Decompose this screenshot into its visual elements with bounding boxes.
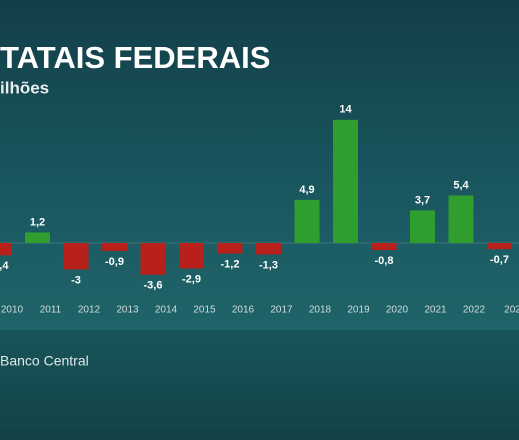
- value-label: -2,9: [182, 273, 201, 285]
- value-label: -3,6: [144, 280, 163, 292]
- value-label: 14: [339, 104, 352, 116]
- value-label: 4,9: [299, 184, 314, 196]
- x-tick-label: 2022: [463, 305, 486, 316]
- bar: [371, 243, 397, 251]
- value-label: -1,4: [0, 260, 9, 272]
- x-tick-label: 2012: [78, 305, 101, 316]
- bar: [217, 243, 243, 254]
- chart-subtitle: ilhões: [0, 78, 49, 97]
- bar: [410, 210, 435, 243]
- value-label: 5,4: [453, 179, 469, 191]
- x-tick-label: 2011: [40, 305, 62, 316]
- floor: [0, 330, 519, 440]
- x-tick-label: 2019: [347, 305, 370, 316]
- value-label: -0,8: [375, 255, 394, 267]
- bar: [102, 243, 127, 251]
- x-tick-label: 2014: [155, 305, 178, 316]
- x-tick-label: 202: [504, 305, 519, 316]
- bar: [179, 243, 204, 269]
- x-tick-label: 2017: [270, 305, 293, 316]
- bar: [256, 243, 281, 255]
- value-label: 3,7: [415, 194, 430, 206]
- value-label: -1,2: [221, 258, 240, 270]
- x-tick-label: 2013: [116, 305, 139, 316]
- x-tick-label: 2010: [1, 305, 24, 316]
- bar: [0, 243, 12, 256]
- value-label: 1,2: [30, 216, 45, 228]
- x-tick-label: 2020: [386, 305, 409, 316]
- source: Banco Central: [0, 353, 89, 369]
- x-tick-label: 2021: [424, 305, 447, 316]
- bar: [63, 243, 89, 270]
- bar: [294, 199, 320, 243]
- value-label: -3: [71, 274, 81, 286]
- bar: [487, 243, 512, 250]
- bar: [25, 232, 50, 243]
- bar: [448, 195, 474, 243]
- x-tick-label: 2018: [309, 305, 332, 316]
- bar: [333, 119, 358, 243]
- value-label: -0,7: [490, 254, 509, 266]
- chart-title: TATAIS FEDERAIS: [0, 40, 270, 75]
- value-label: -1,3: [259, 259, 278, 271]
- x-tick-label: 2015: [193, 305, 216, 316]
- x-tick-label: 2016: [232, 305, 255, 316]
- value-label: -0,9: [105, 256, 124, 268]
- bar: [140, 243, 166, 275]
